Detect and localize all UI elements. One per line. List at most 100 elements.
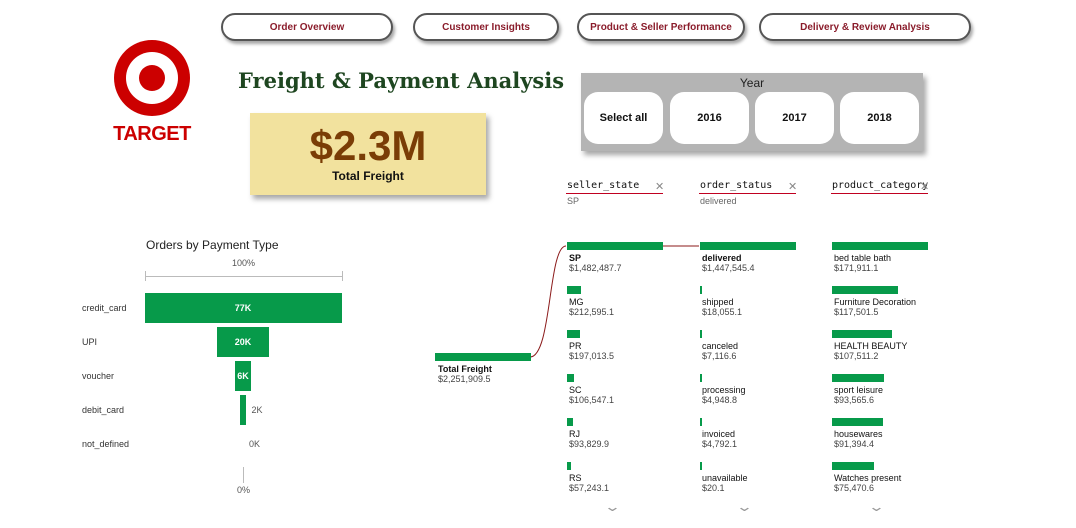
tree-node-value: $93,565.6 (834, 395, 875, 405)
filter-order-status-underline (699, 193, 796, 194)
clear-order-status-icon[interactable]: ✕ (788, 180, 798, 193)
tree-node-bar[interactable] (567, 330, 580, 338)
tree-node-bar[interactable] (567, 462, 571, 470)
tree-node-value: $57,243.1 (569, 483, 610, 493)
funnel-bar-value: 0K (249, 439, 261, 449)
filter-seller-state-underline (566, 193, 663, 194)
target-bullseye-icon (114, 40, 190, 116)
tree-node-bar[interactable] (700, 418, 702, 426)
tree-node-value: $171,911.1 (834, 263, 879, 273)
tree-node-label: bed table bath (834, 253, 892, 263)
tree-node-value: $20.1 (702, 483, 725, 493)
tree-node-label: RS (569, 473, 582, 483)
tree-node-bar[interactable] (567, 374, 574, 382)
kpi-value: $2.3M (309, 122, 427, 169)
funnel-category-label: voucher (82, 371, 115, 381)
tree-node-value: $1,447,545.4 (702, 263, 755, 273)
tree-node-value: $4,948.8 (702, 395, 738, 405)
funnel-top-percent: 100% (232, 258, 256, 268)
tree-node-bar[interactable] (567, 242, 663, 250)
connector-root-to-sp (529, 245, 567, 358)
kpi-label: Total Freight (332, 169, 404, 183)
nav-order-overview-button[interactable]: Order Overview (221, 13, 393, 41)
tree-node-label: canceled (702, 341, 739, 351)
year-option-2018[interactable]: 2018 (840, 92, 919, 144)
funnel-top-axis-right-tick (342, 271, 343, 281)
tree-node-bar[interactable] (832, 374, 885, 382)
tree-node-label: RJ (569, 429, 580, 439)
nav-product-seller-button[interactable]: Product & Seller Performance (577, 13, 745, 41)
tree-root-bar[interactable] (435, 353, 531, 361)
tree-node-bar[interactable] (700, 242, 796, 250)
product-category-more-icon[interactable]: ⌄ (867, 500, 886, 515)
tree-node-label: housewares (834, 429, 883, 439)
tree-node-label: unavailable (702, 473, 748, 483)
funnel-top-axis-left-tick (145, 271, 146, 281)
tree-node-label: PR (569, 341, 582, 351)
funnel-bottom-axis (243, 467, 244, 483)
tree-node-bar[interactable] (700, 374, 702, 382)
funnel-bar[interactable]: 77K (144, 293, 342, 323)
order-status-more-icon[interactable]: ⌄ (735, 500, 754, 515)
year-slicer-title: Year (739, 76, 765, 90)
tree-node-value: $1,482,487.7 (569, 263, 622, 273)
filter-seller-state-label: seller_state (567, 180, 640, 191)
target-logo: TARGET (110, 40, 194, 150)
tree-node-value: $107,511.2 (834, 351, 879, 361)
funnel-bar-value: 77K (234, 303, 252, 313)
funnel-bar[interactable]: 6K (235, 361, 251, 391)
tree-node-bar[interactable] (832, 286, 898, 294)
filter-order-status-value: delivered (700, 196, 737, 206)
nav-customer-insights-button[interactable]: Customer Insights (413, 13, 559, 41)
nav-delivery-review-button[interactable]: Delivery & Review Analysis (759, 13, 971, 41)
year-option-select-all[interactable]: Select all (584, 92, 663, 144)
tree-node-label: SP (569, 253, 582, 263)
funnel-category-label: not_defined (82, 439, 130, 449)
page-title: Freight & Payment Analysis (238, 68, 565, 93)
tree-node-value: $18,055.1 (702, 307, 743, 317)
tree-node-label: processing (702, 385, 746, 395)
filter-product-category-label: product_category (832, 180, 929, 191)
tree-node-bar[interactable] (832, 462, 875, 470)
tree-node-label: SC (569, 385, 582, 395)
total-freight-card: $2.3M Total Freight (250, 113, 486, 195)
funnel-bottom-percent: 0% (237, 485, 251, 495)
tree-root-label: Total Freight (438, 364, 492, 374)
clear-product-category-icon[interactable]: ✕ (920, 180, 930, 193)
year-slicer: Year Select all 2016 2017 2018 (581, 73, 923, 151)
tree-node-label: MG (569, 297, 584, 307)
funnel-top-axis (145, 276, 343, 277)
tree-node-value: $91,394.4 (834, 439, 875, 449)
year-option-2016[interactable]: 2016 (670, 92, 749, 144)
funnel-bar-value: 6K (237, 371, 249, 381)
tree-node-bar[interactable] (567, 418, 574, 426)
funnel-bar-value: 2K (251, 405, 263, 415)
tree-node-label: delivered (702, 253, 742, 263)
year-option-2017[interactable]: 2017 (755, 92, 834, 144)
filter-product-category-underline (831, 193, 928, 194)
funnel-category-label: debit_card (82, 405, 125, 415)
tree-node-bar[interactable] (700, 462, 702, 470)
funnel-category-label: credit_card (82, 303, 127, 313)
clear-seller-state-icon[interactable]: ✕ (655, 180, 665, 193)
tree-node-label: Watches present (834, 473, 902, 483)
funnel-bar-value: 20K (234, 337, 252, 347)
tree-node-label: shipped (702, 297, 734, 307)
funnel-bar[interactable]: 20K (217, 327, 269, 357)
seller-state-more-icon[interactable]: ⌄ (603, 500, 622, 515)
tree-node-bar[interactable] (700, 330, 702, 338)
tree-node-label: HEALTH BEAUTY (834, 341, 908, 351)
tree-node-value: $75,470.6 (834, 483, 875, 493)
tree-node-value: $93,829.9 (569, 439, 610, 449)
funnel-bar[interactable] (240, 395, 246, 425)
filter-order-status-label: order_status (700, 180, 773, 191)
tree-node-label: Furniture Decoration (834, 297, 917, 307)
tree-node-value: $197,013.5 (569, 351, 615, 361)
tree-node-bar[interactable] (832, 242, 928, 250)
tree-node-bar[interactable] (567, 286, 581, 294)
tree-node-bar[interactable] (832, 418, 884, 426)
tree-node-bar[interactable] (700, 286, 702, 294)
tree-root-value: $2,251,909.5 (438, 374, 491, 384)
tree-node-bar[interactable] (832, 330, 893, 338)
